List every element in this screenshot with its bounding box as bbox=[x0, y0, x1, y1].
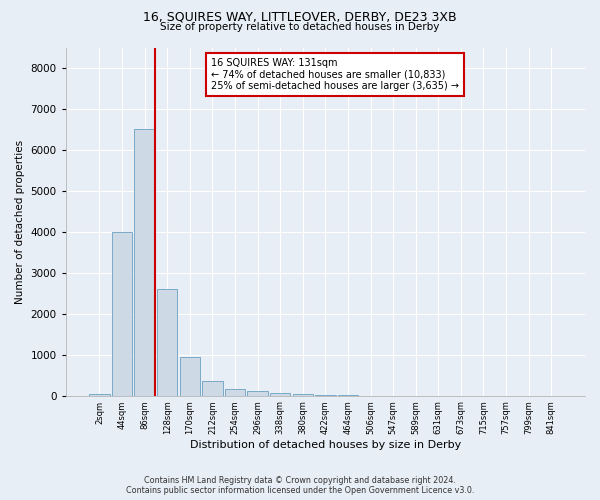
Bar bbox=[179, 356, 200, 396]
Bar bbox=[270, 393, 290, 396]
Bar bbox=[202, 382, 223, 396]
Bar bbox=[293, 394, 313, 396]
Bar bbox=[134, 130, 155, 396]
Bar bbox=[225, 390, 245, 396]
Text: 16, SQUIRES WAY, LITTLEOVER, DERBY, DE23 3XB: 16, SQUIRES WAY, LITTLEOVER, DERBY, DE23… bbox=[143, 10, 457, 23]
Text: 16 SQUIRES WAY: 131sqm
← 74% of detached houses are smaller (10,833)
25% of semi: 16 SQUIRES WAY: 131sqm ← 74% of detached… bbox=[211, 58, 459, 91]
Bar bbox=[89, 394, 110, 396]
Bar bbox=[247, 392, 268, 396]
Text: Size of property relative to detached houses in Derby: Size of property relative to detached ho… bbox=[160, 22, 440, 32]
Bar bbox=[157, 289, 178, 396]
Text: Contains HM Land Registry data © Crown copyright and database right 2024.
Contai: Contains HM Land Registry data © Crown c… bbox=[126, 476, 474, 495]
Y-axis label: Number of detached properties: Number of detached properties bbox=[15, 140, 25, 304]
Bar bbox=[112, 232, 132, 396]
X-axis label: Distribution of detached houses by size in Derby: Distribution of detached houses by size … bbox=[190, 440, 461, 450]
